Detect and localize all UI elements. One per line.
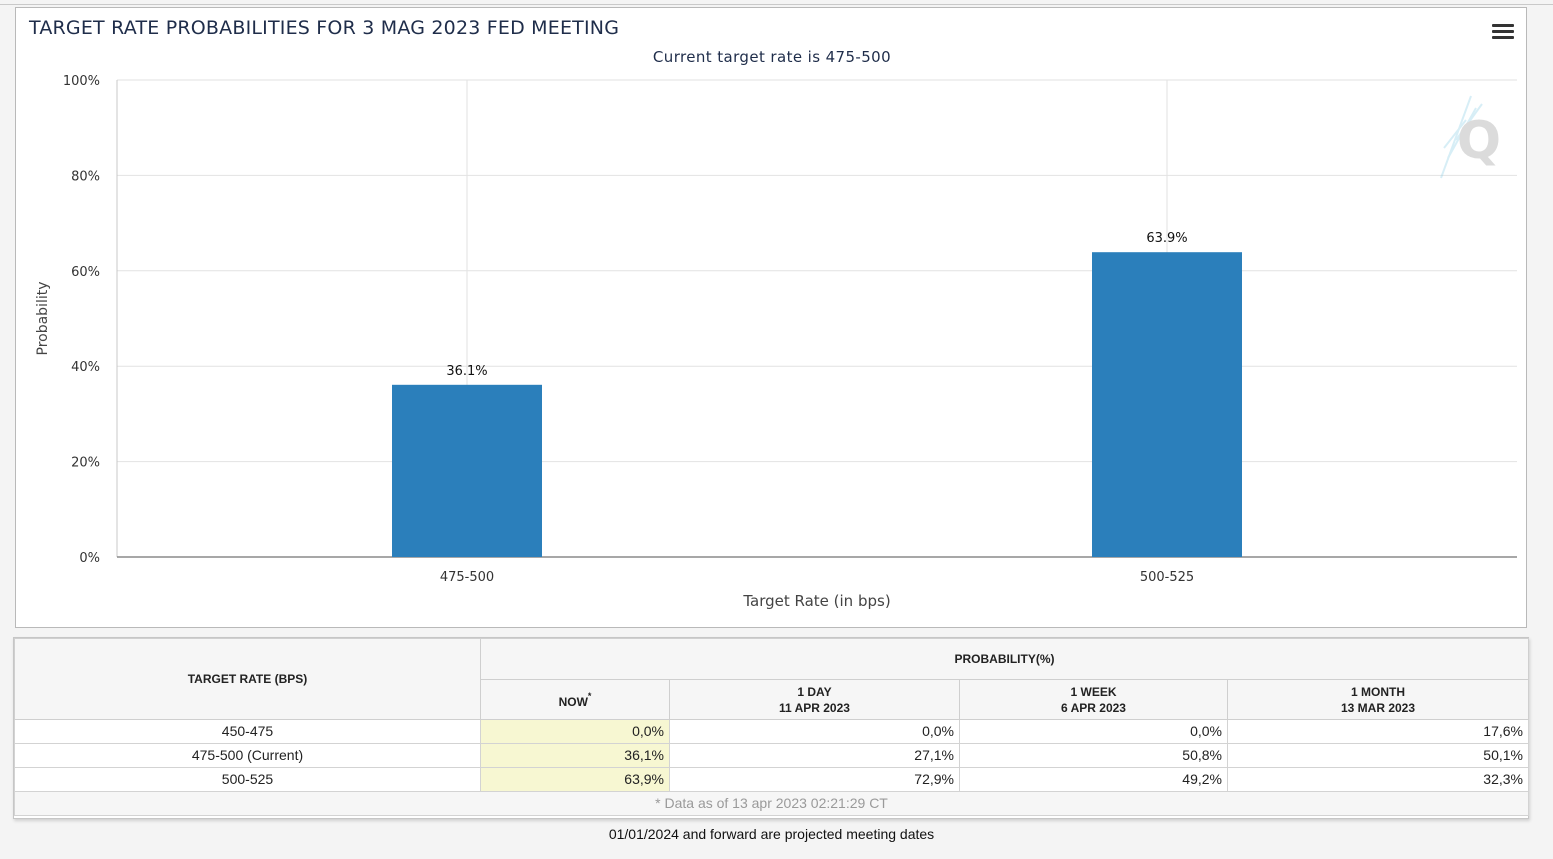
week-cell: 49,2% — [959, 767, 1228, 792]
y-axis-title: Probability — [35, 281, 51, 355]
now-cell: 36,1% — [480, 743, 670, 768]
hamburger-menu-icon[interactable] — [1492, 24, 1514, 44]
y-tick-label: 40% — [71, 360, 100, 375]
bar-chart: 0% 20% 40% 60% 80% 100% 36.1% 475-500 63.9% 500-5… — [35, 74, 1517, 610]
day-cell: 27,1% — [669, 743, 960, 768]
probability-table-panel: TARGET RATE (BPS) PROBABILITY(%) NOW* 1 … — [13, 637, 1529, 819]
data-timestamp-footnote: * Data as of 13 apr 2023 02:21:29 CT — [14, 791, 1529, 816]
day-cell: 72,9% — [669, 767, 960, 792]
header-now: NOW* — [480, 679, 670, 720]
month-cell: 32,3% — [1227, 767, 1529, 792]
y-tick-label: 0% — [79, 551, 100, 566]
header-probability: PROBABILITY(%) — [480, 638, 1529, 680]
now-cell: 63,9% — [480, 767, 670, 792]
week-cell: 0,0% — [959, 719, 1228, 744]
month-cell: 50,1% — [1227, 743, 1529, 768]
x-axis-title: Target Rate (in bps) — [742, 592, 890, 610]
bar — [392, 384, 542, 557]
quikstrike-q-logo-icon: Q — [1440, 95, 1501, 179]
header-1-month: 1 MONTH 13 MAR 2023 — [1227, 679, 1529, 720]
top-tab-strip — [0, 0, 1553, 5]
y-tick-label: 80% — [71, 169, 100, 184]
data-label: 36.1% — [446, 364, 487, 379]
chart-panel: TARGET RATE PROBABILITIES FOR 3 MAG 2023… — [15, 7, 1527, 628]
rate-cell: 500-525 — [14, 767, 481, 792]
probability-table: TARGET RATE (BPS) PROBABILITY(%) NOW* 1 … — [14, 638, 1529, 816]
svg-text:Q: Q — [1457, 111, 1501, 171]
chart-title: TARGET RATE PROBABILITIES FOR 3 MAG 2023… — [29, 17, 620, 39]
month-cell: 17,6% — [1227, 719, 1529, 744]
x-tick-label: 500-525 — [1140, 570, 1194, 585]
day-cell: 0,0% — [669, 719, 960, 744]
projected-dates-note: 01/01/2024 and forward are projected mee… — [608, 826, 935, 842]
y-tick-label: 100% — [63, 74, 100, 89]
header-1-day: 1 DAY 11 APR 2023 — [669, 679, 960, 720]
table-row: 475-500 (Current) 36,1% 27,1% 50,8% 50,1… — [14, 743, 1529, 768]
now-cell: 0,0% — [480, 719, 670, 744]
chart-subtitle: Current target rate is 475-500 — [652, 48, 892, 66]
x-tick-label: 475-500 — [440, 570, 494, 585]
rate-cell: 450-475 — [14, 719, 481, 744]
bar — [1092, 252, 1242, 557]
week-cell: 50,8% — [959, 743, 1228, 768]
table-row: 450-475 0,0% 0,0% 0,0% 17,6% — [14, 719, 1529, 744]
header-target-rate: TARGET RATE (BPS) — [14, 638, 481, 720]
y-tick-label: 20% — [71, 456, 100, 471]
rate-cell: 475-500 (Current) — [14, 743, 481, 768]
table-row: 500-525 63,9% 72,9% 49,2% 32,3% — [14, 767, 1529, 792]
y-tick-label: 60% — [71, 265, 100, 280]
header-1-week: 1 WEEK 6 APR 2023 — [959, 679, 1228, 720]
data-label: 63.9% — [1146, 231, 1187, 246]
